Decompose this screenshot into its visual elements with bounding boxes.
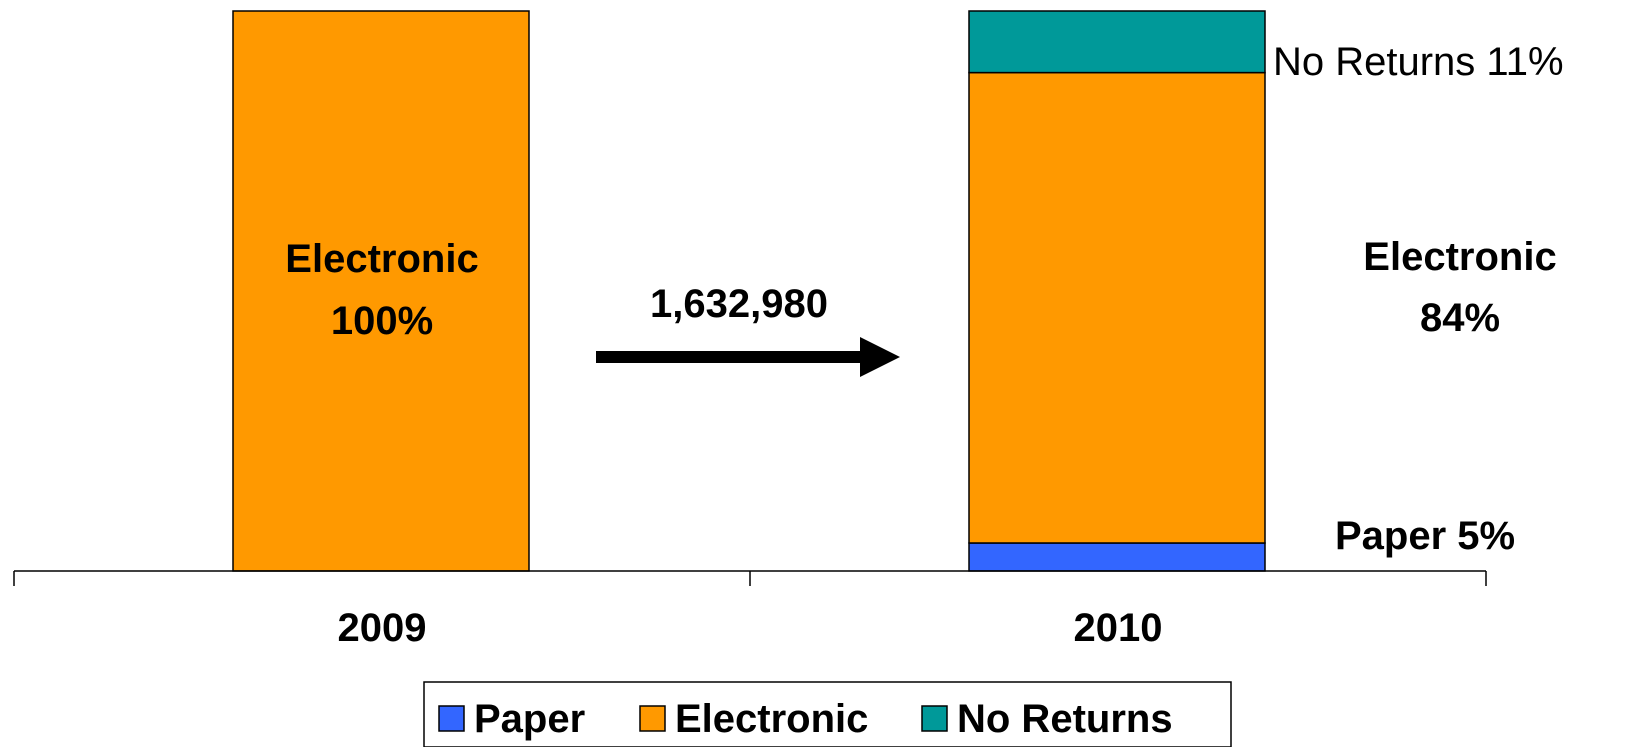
x-tick-label-2009: 2009: [338, 606, 427, 650]
data-label-2009-electronic-line2: 100%: [331, 299, 433, 343]
legend-label-paper: Paper: [474, 697, 585, 741]
bar-2010-no-returns: [968, 10, 1266, 74]
right-arrow-icon: [596, 337, 900, 377]
data-label-2010-electronic-line2: 84%: [1420, 296, 1500, 340]
bars-group: [232, 10, 1266, 572]
legend-swatch-paper: [438, 705, 465, 732]
bar-2010-paper: [968, 542, 1266, 572]
legend-items: Paper Electronic No Returns: [438, 697, 1173, 741]
bar-2009-electronic: [232, 10, 530, 572]
data-label-2010-electronic-line1: Electronic: [1363, 235, 1556, 279]
legend: Paper Electronic No Returns: [423, 681, 1232, 747]
bar-2010-electronic: [968, 71, 1266, 544]
legend-box: [423, 681, 1232, 747]
annotation-total: 1,632,980: [650, 282, 828, 326]
legend-swatch-electronic: [639, 705, 666, 732]
data-label-2010-paper: Paper 5%: [1335, 514, 1515, 558]
x-tick-labels: 2009 2010: [338, 606, 1163, 650]
data-label-2009-electronic-line1: Electronic: [285, 237, 478, 281]
legend-swatch-no-returns: [921, 705, 948, 732]
x-tick-label-2010: 2010: [1074, 606, 1163, 650]
data-label-2010-no-returns: No Returns 11%: [1273, 40, 1564, 84]
legend-label-no-returns: No Returns: [957, 697, 1173, 741]
legend-label-electronic: Electronic: [675, 697, 868, 741]
